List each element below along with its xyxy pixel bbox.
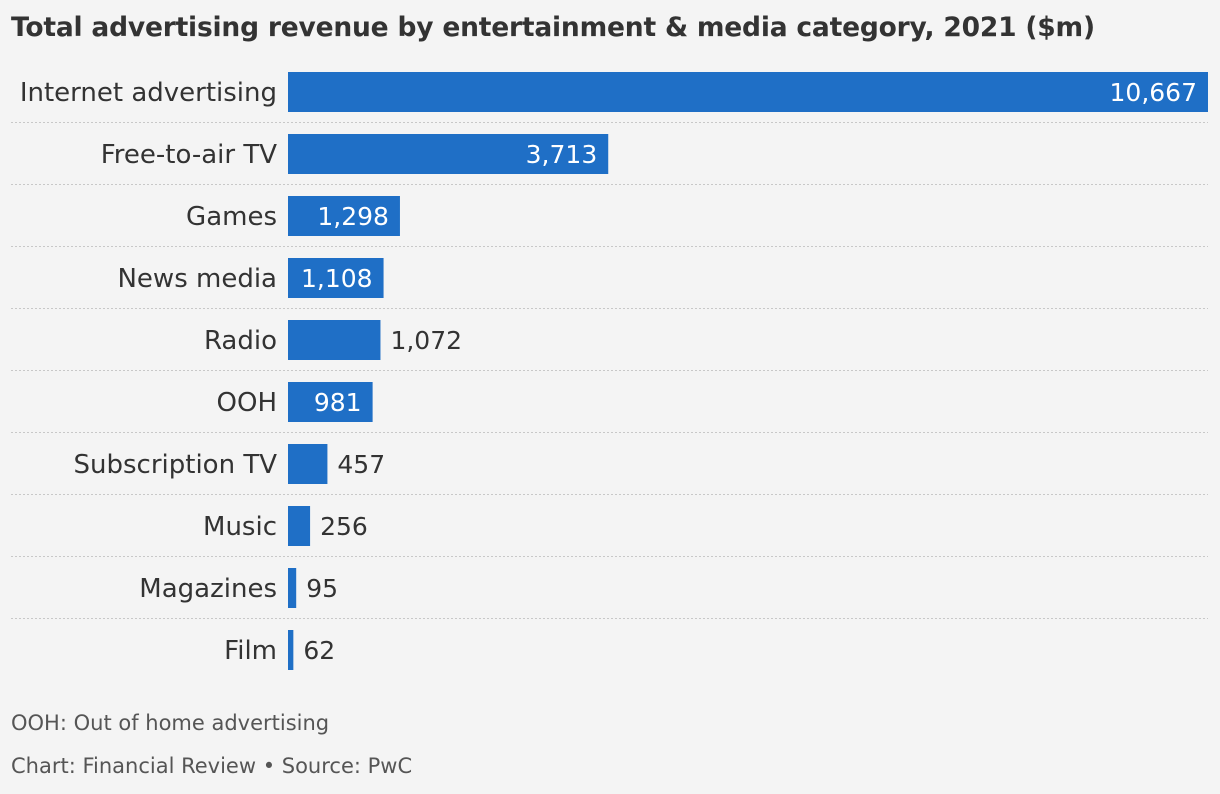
value-label-film: 62 — [303, 636, 335, 665]
category-label-film: Film — [224, 636, 277, 666]
value-label-music: 256 — [320, 512, 368, 541]
bar-free-to-air-tv — [288, 134, 609, 174]
bar-chart: Internet advertising 10,667 Free-to-air TV… — [11, 72, 1208, 670]
value-label-subscription-tv: 457 — [337, 450, 385, 479]
category-label-news-media: News media — [117, 264, 277, 294]
bar-music — [288, 506, 311, 546]
bar-radio — [288, 320, 381, 360]
category-label-music: Music — [203, 512, 277, 542]
category-label-subscription-tv: Subscription TV — [74, 450, 278, 480]
bar-magazines — [288, 568, 297, 608]
bar-news-media — [288, 258, 384, 298]
value-label-news-media: 1,108 — [301, 264, 373, 293]
value-label-ooh: 981 — [314, 388, 362, 417]
bar-internet-advertising — [288, 72, 1208, 112]
category-label-ooh: OOH — [217, 388, 277, 418]
chart-title: Total advertising revenue by entertainme… — [11, 12, 1095, 43]
bar-ooh — [288, 382, 373, 422]
category-label-free-to-air-tv: Free-to-air TV — [101, 140, 278, 170]
value-label-games: 1,298 — [317, 202, 389, 231]
bar-games — [288, 196, 400, 236]
chart-credit: Chart: Financial Review • Source: PwC — [11, 754, 413, 778]
category-label-internet-advertising: Internet advertising — [20, 78, 277, 108]
footnote: OOH: Out of home advertising — [11, 711, 330, 735]
value-label-free-to-air-tv: 3,713 — [526, 140, 598, 169]
value-label-internet-advertising: 10,667 — [1110, 78, 1197, 107]
bar-film — [288, 630, 294, 670]
value-label-magazines: 95 — [306, 574, 338, 603]
value-label-radio: 1,072 — [390, 326, 462, 355]
category-label-games: Games — [186, 202, 277, 232]
category-label-magazines: Magazines — [139, 574, 277, 604]
bar-subscription-tv — [288, 444, 328, 484]
category-label-radio: Radio — [204, 326, 277, 356]
